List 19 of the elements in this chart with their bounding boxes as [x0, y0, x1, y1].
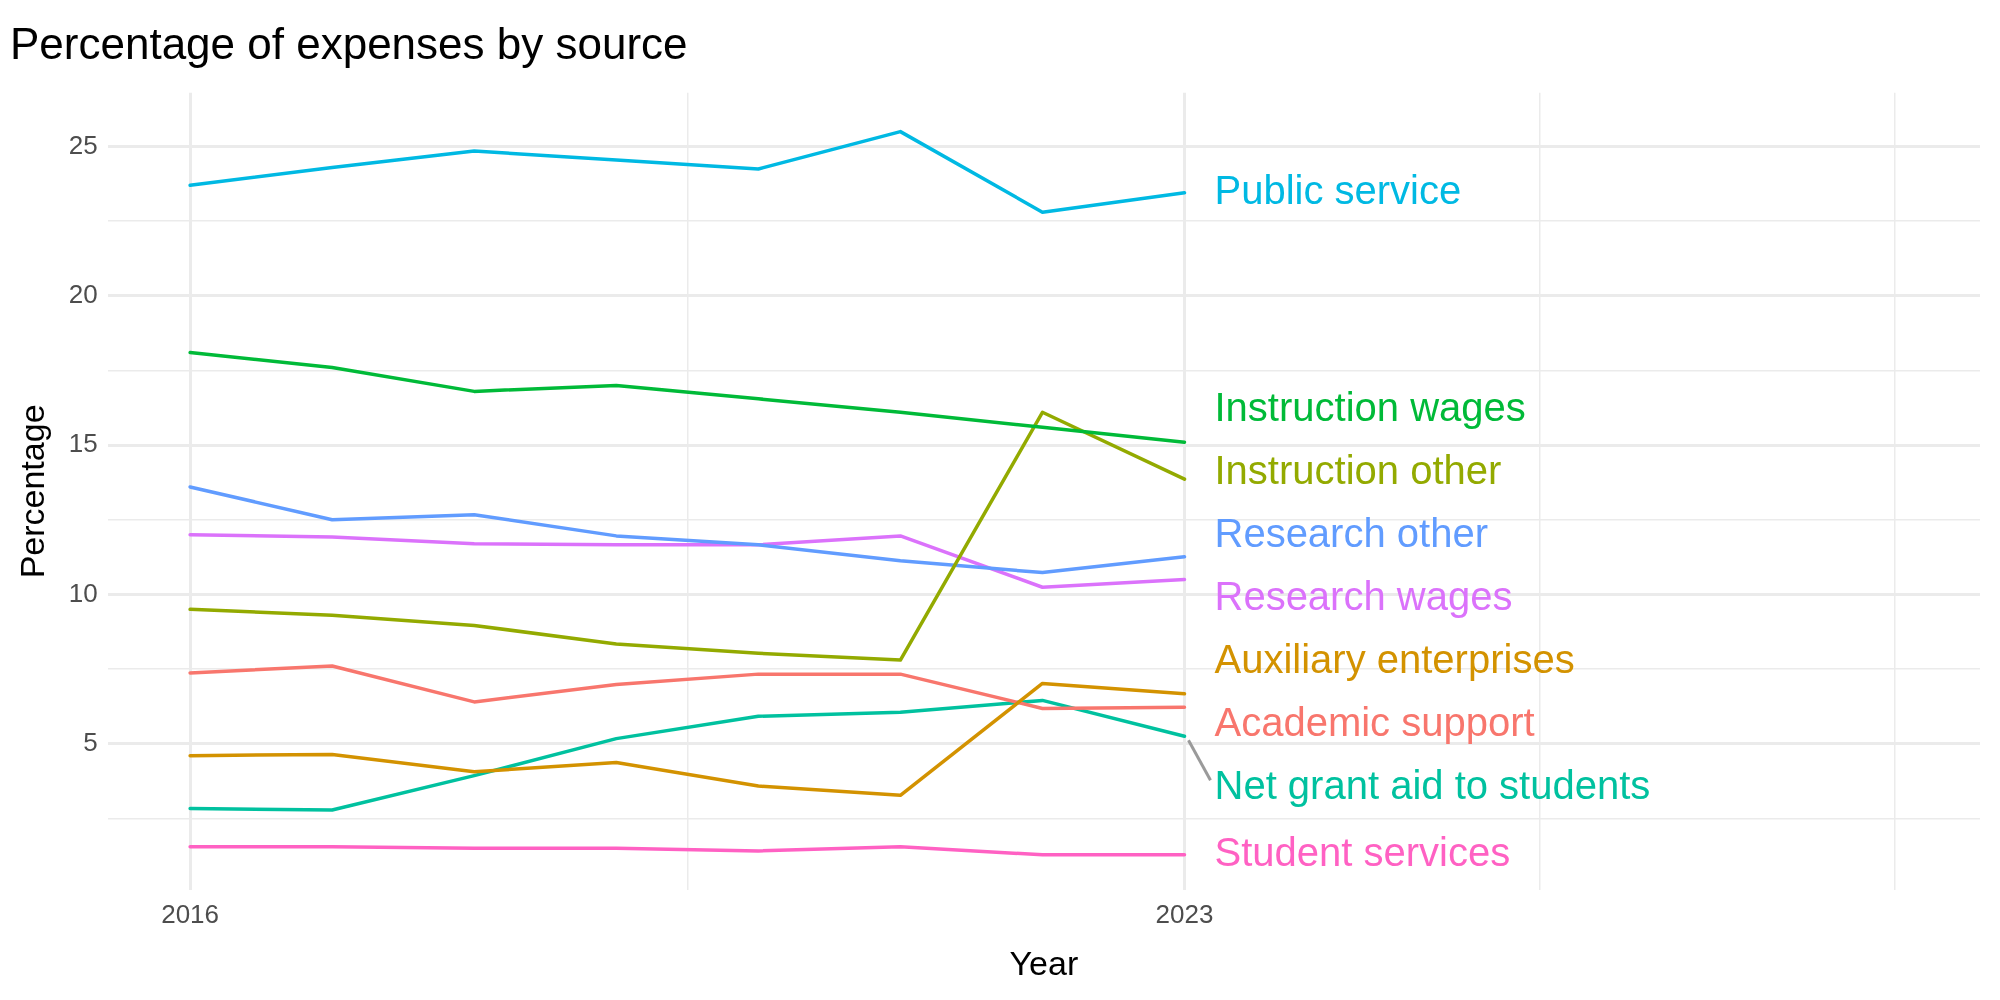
series-label: Research other: [1214, 511, 1488, 556]
y-tick-label: 15: [68, 428, 98, 459]
x-axis-title: Year: [1009, 943, 1079, 982]
y-axis-title: Percentage: [12, 404, 51, 579]
x-tick-label: 2016: [161, 898, 220, 929]
series-label: Academic support: [1214, 700, 1535, 745]
series-label: Student services: [1214, 829, 1511, 874]
series-label: Auxiliary enterprises: [1214, 637, 1575, 682]
series-label: Net grant aid to students: [1214, 763, 1651, 808]
y-tick-label: 20: [68, 279, 98, 309]
y-tick-label: 5: [83, 726, 98, 757]
series-label: Public service: [1214, 167, 1462, 212]
series-label: Research wages: [1214, 574, 1513, 619]
series-label: Instruction wages: [1214, 385, 1526, 430]
series-label: Instruction other: [1214, 448, 1502, 493]
chart-title: Percentage of expenses by source: [10, 18, 688, 68]
y-tick-label: 10: [68, 577, 98, 608]
x-tick-label: 2023: [1155, 898, 1214, 929]
y-tick-label: 25: [68, 129, 98, 160]
